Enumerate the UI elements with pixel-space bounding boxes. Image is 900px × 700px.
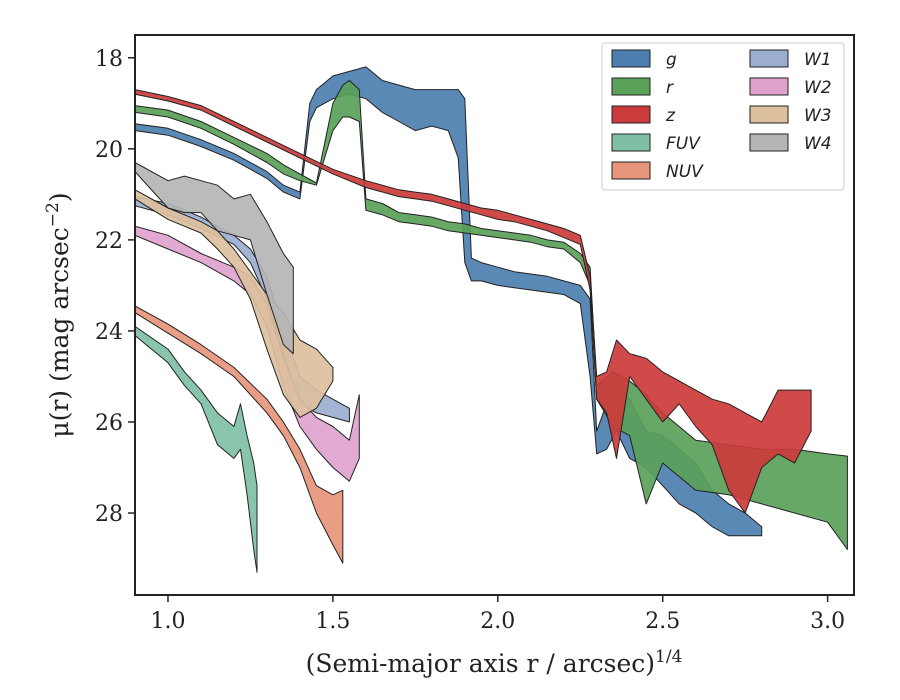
legend-label-g: g — [666, 50, 677, 70]
x-axis-ticks: 1.0 1.5 2.0 2.5 3.0 — [150, 595, 845, 634]
legend-swatch-r — [611, 77, 651, 96]
y-axis-ticks: 18 20 22 24 26 28 — [95, 47, 135, 527]
x-axis-title: (Semi-major axis r / arcsec)1/4 — [306, 647, 683, 678]
legend-label-z: z — [665, 106, 676, 126]
y-tick-label: 28 — [95, 502, 123, 527]
band-fuv — [135, 325, 258, 573]
band-w4 — [135, 162, 294, 355]
legend-label-w1: W1 — [804, 50, 832, 70]
x-tick-label: 1.0 — [150, 609, 185, 634]
band-g — [135, 66, 763, 537]
x-tick-label: 2.0 — [480, 609, 515, 634]
x-tick-label: 3.0 — [810, 609, 845, 634]
legend-swatch-fuv — [611, 133, 651, 152]
x-tick-label: 2.5 — [645, 609, 680, 634]
legend-swatch-w3 — [749, 105, 789, 124]
y-axis-title: μ(r) (mag arcsec−2) — [43, 192, 74, 437]
legend-label-w4: W4 — [804, 134, 832, 154]
legend-swatch-z — [611, 105, 651, 124]
band-z — [135, 89, 812, 514]
legend-label-fuv: FUV — [666, 134, 701, 154]
y-tick-label: 18 — [95, 47, 123, 72]
surface-brightness-bands — [135, 66, 848, 573]
legend: grz FUV NUV W1 W2 W3 W4 — [601, 42, 845, 191]
plot-frame — [134, 34, 855, 596]
band-w3 — [135, 189, 334, 418]
legend-label-nuv: NUV — [666, 162, 704, 182]
legend-swatch-w2 — [749, 77, 789, 96]
y-tick-label: 20 — [95, 138, 123, 163]
band-r — [135, 80, 848, 550]
y-tick-label: 22 — [95, 229, 123, 254]
legend-swatch-g — [611, 49, 651, 68]
legend-swatch-nuv — [611, 161, 651, 180]
y-tick-label: 26 — [95, 411, 123, 436]
legend-swatch-w1 — [749, 49, 789, 68]
legend-label-r: r — [666, 78, 674, 98]
legend-swatch-w4 — [749, 133, 789, 152]
band-nuv — [135, 305, 344, 564]
x-tick-label: 1.5 — [315, 609, 350, 634]
legend-label-w2: W2 — [804, 78, 832, 98]
legend-label-w3: W3 — [804, 106, 832, 126]
y-tick-label: 24 — [95, 320, 123, 345]
